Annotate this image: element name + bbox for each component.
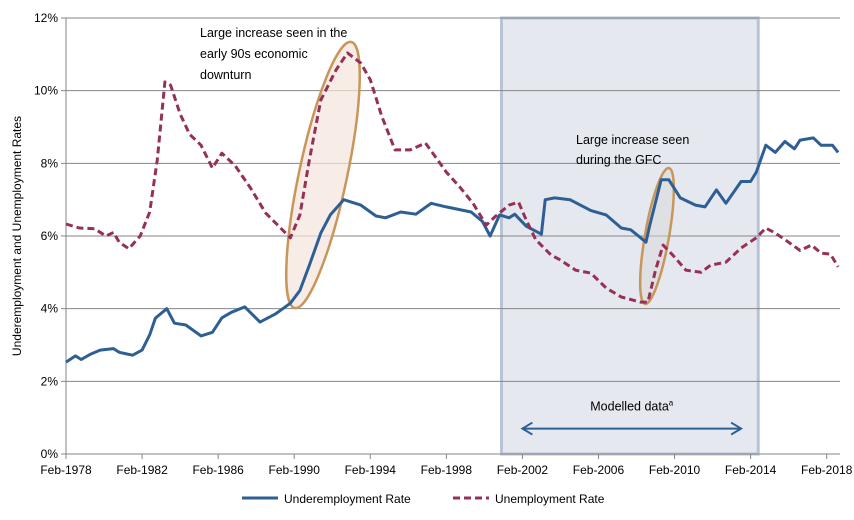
arrowhead-left-icon	[520, 421, 533, 436]
x-tick-label: Feb-1982	[116, 463, 168, 477]
annotation-gfc-line-1: Large increase seen	[576, 133, 689, 147]
y-tick-label: 8%	[41, 156, 59, 170]
modelled-data-footnote-marker: a	[669, 399, 674, 408]
modelled-data-label: Modelled dataa	[590, 399, 674, 414]
x-tick-label: Feb-1986	[192, 463, 244, 477]
legend-label-underemployment: Underemployment Rate	[284, 492, 411, 506]
x-tick-label: Feb-1998	[421, 463, 473, 477]
annotation-early-90s-line-2: early 90s economic	[200, 47, 308, 61]
highlight-ellipse-gfc	[638, 166, 676, 306]
y-axis-title: Underemployment and Unemployment Rates	[10, 116, 24, 356]
y-tick-label: 10%	[34, 84, 58, 98]
x-tick-label: Feb-2006	[573, 463, 625, 477]
x-tick-label: Feb-2014	[725, 463, 777, 477]
arrowhead-right-icon	[730, 421, 744, 436]
y-tick-label: 4%	[41, 302, 59, 316]
y-tick-label: 0%	[41, 447, 59, 461]
x-tick-label: Feb-1990	[269, 463, 321, 477]
x-tick-label: Feb-1978	[40, 463, 92, 477]
x-tick-label: Feb-2018	[801, 463, 853, 477]
legend: Underemployment Rate Unemployment Rate	[242, 492, 605, 506]
annotation-early-90s-line-3: downturn	[200, 68, 251, 82]
unemployment-rate-line	[65, 51, 840, 304]
legend-label-unemployment: Unemployment Rate	[495, 492, 605, 506]
y-tick-label: 12%	[34, 11, 58, 25]
highlight-ellipse-early-90s	[284, 40, 362, 310]
x-tick-label: Feb-2002	[497, 463, 549, 477]
x-tick-label: Feb-2010	[649, 463, 701, 477]
y-tick-label: 2%	[41, 374, 59, 388]
x-tick-label: Feb-1994	[345, 463, 397, 477]
annotation-gfc-line-2: during the GFC	[576, 153, 661, 167]
annotation-early-90s-line-1: Large increase seen in the	[200, 26, 347, 40]
y-tick-label: 6%	[41, 229, 59, 243]
underemployment-rate-line	[65, 136, 840, 364]
